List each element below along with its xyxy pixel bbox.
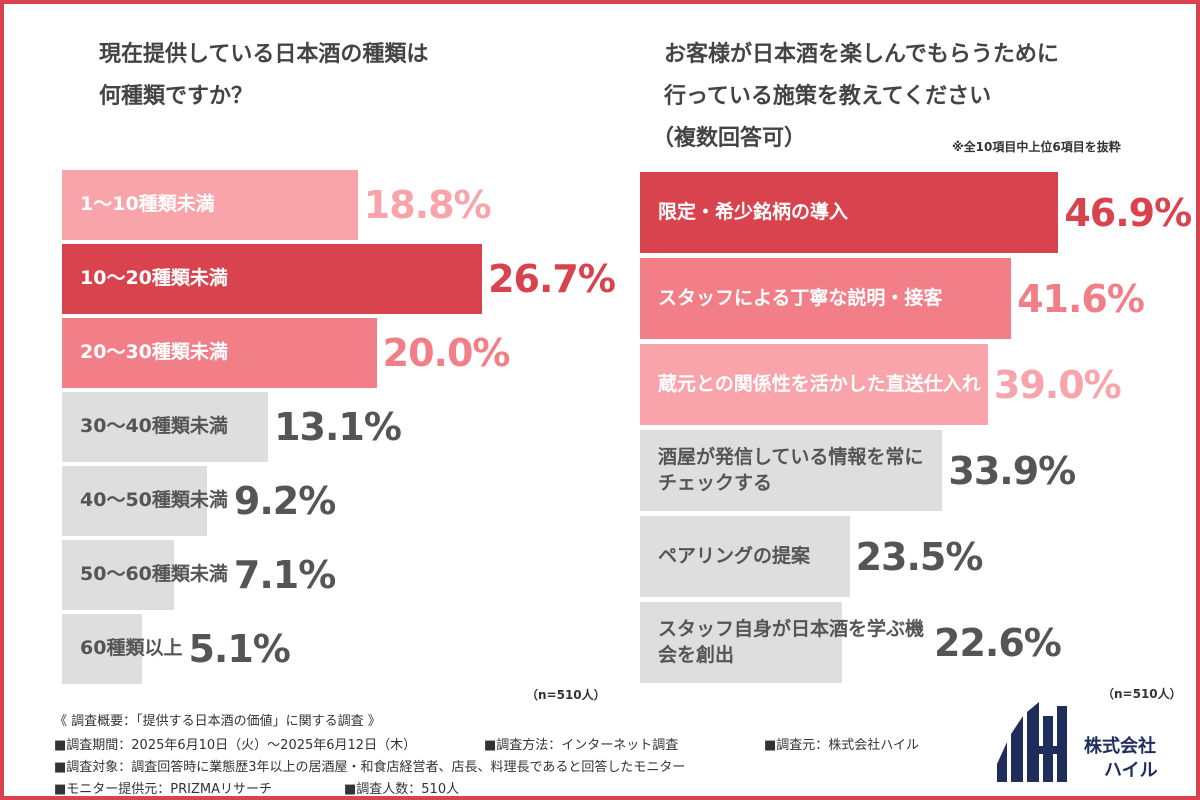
category-label: 20～30種類未満 xyxy=(80,341,228,364)
category-label: 50～60種類未満 xyxy=(80,563,228,586)
bar xyxy=(640,344,988,425)
category-label: 60種類以上 xyxy=(80,637,183,660)
bar xyxy=(62,614,143,684)
category-label: スタッフ自身が日本酒を学ぶ機会を創出 xyxy=(658,617,925,666)
value-label: 18.8% xyxy=(363,183,492,227)
bar xyxy=(640,516,850,597)
value-label: 5.1% xyxy=(188,627,290,671)
category-label: 10～20種類未満 xyxy=(80,267,228,290)
bar xyxy=(62,318,377,388)
value-label: 20.0% xyxy=(382,331,511,375)
survey-heading: 《 調査概要：「提供する日本酒の価値」に関する調査 》 xyxy=(54,714,381,729)
chart-title: （複数回答可） xyxy=(652,126,807,151)
chart-title: 行っている施策を教えてください xyxy=(664,84,992,109)
value-label: 22.6% xyxy=(934,620,1062,665)
logo-text: 株式会社 xyxy=(1084,735,1156,757)
category-label: 蔵元との関係性を活かした直送仕入れ xyxy=(658,372,981,395)
value-label: 7.1% xyxy=(233,553,336,597)
chart-title: 現在提供している日本酒の種類は xyxy=(99,42,429,67)
category-label: 限定・希少銘柄の導入 xyxy=(658,200,849,223)
logo-text: ハイル xyxy=(1104,760,1158,781)
category-label: 1～10種類未満 xyxy=(80,193,215,216)
survey-item: ■調査元：株式会社ハイル xyxy=(764,738,920,753)
bar xyxy=(640,258,1012,339)
value-label: 26.7% xyxy=(488,257,616,301)
survey-item: ■調査人数：510人 xyxy=(344,782,460,797)
chart-title: 何種類ですか？ xyxy=(99,84,254,109)
bar xyxy=(62,244,483,314)
chart-title: お客様が日本酒を楽しんでもらうために xyxy=(664,42,1059,67)
bar xyxy=(62,466,207,536)
bar xyxy=(640,430,943,511)
bar xyxy=(62,540,174,610)
survey-item: ■調査方法：インターネット調査 xyxy=(484,738,679,753)
category-label: 酒屋が発信している情報を常にチェックする xyxy=(658,445,924,494)
value-label: 23.5% xyxy=(855,534,984,579)
bar xyxy=(640,172,1059,253)
survey-item: ■調査対象：調査回答時に業態歴3年以上の居酒屋・和食店経営者、店長、料理長である… xyxy=(54,760,686,775)
category-label: ペアリングの提案 xyxy=(658,544,811,567)
bar xyxy=(640,602,842,683)
value-label: 39.0% xyxy=(993,362,1122,407)
bar xyxy=(62,170,358,240)
value-label: 46.9% xyxy=(1064,190,1192,235)
bar xyxy=(62,392,269,462)
sample-size: （n=510人） xyxy=(1102,687,1182,701)
survey-item: ■モニター提供元：PRIZMAリサーチ xyxy=(54,782,273,797)
category-label: スタッフによる丁寧な説明・接客 xyxy=(658,286,943,309)
value-label: 33.9% xyxy=(948,448,1076,493)
chart-note: ※全10項目中上位6項目を抜粋 xyxy=(952,140,1121,154)
category-label: 40～50種類未満 xyxy=(80,489,228,512)
sample-size: （n=510人） xyxy=(526,688,606,702)
value-label: 41.6% xyxy=(1017,276,1145,321)
value-label: 13.1% xyxy=(274,405,402,449)
survey-item: ■調査期間：2025年6月10日（火）～2025年6月12日（木） xyxy=(54,738,417,753)
value-label: 9.2% xyxy=(233,479,336,523)
logo: 株式会社 ハイル xyxy=(997,702,1158,782)
category-label: 30～40種類未満 xyxy=(80,415,228,438)
